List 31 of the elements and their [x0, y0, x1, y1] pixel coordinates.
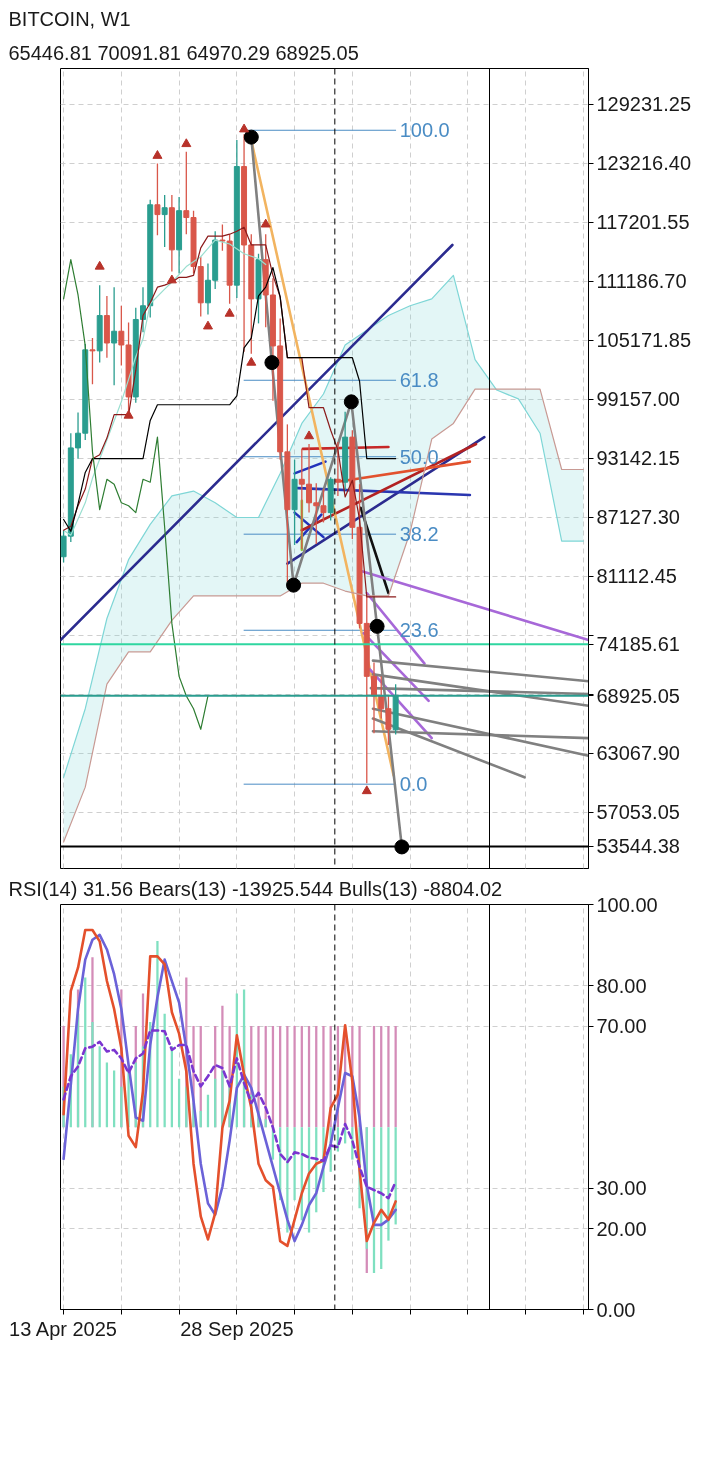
y-tick-label: 57053.05 — [596, 801, 680, 824]
y-tick-label: 80.00 — [596, 974, 647, 997]
chart-title: BITCOIN, W1 — [8, 7, 131, 30]
series-label: 50.0 — [399, 445, 439, 468]
y-tick-label: 30.00 — [596, 1177, 647, 1199]
y-tick-label: 93142.15 — [596, 447, 680, 470]
y-tick-label: 105171.85 — [596, 329, 692, 352]
y-tick-label: 129231.25 — [596, 93, 692, 116]
y-tick-label: 70.00 — [596, 1015, 647, 1037]
y-tick-label: 100.00 — [596, 893, 658, 916]
chart-title: RSI(14) 31.56 Bears(13) -13925.544 Bulls(13) -8804.02 — [8, 877, 503, 900]
y-tick-label: 117201.55 — [596, 211, 690, 234]
y-tick-label: 81112.45 — [596, 565, 677, 588]
series-label: 38.2 — [399, 523, 439, 546]
ref-line-label: 68925.05 — [596, 684, 680, 707]
series-label: 100.0 — [399, 119, 450, 142]
y-tick-label: 0.00 — [596, 1298, 636, 1321]
x-tick-label: 28 Sep 2025 — [180, 1317, 294, 1340]
series-label: 23.6 — [399, 619, 439, 642]
y-tick-label: 20.00 — [596, 1217, 647, 1240]
series-label: 61.8 — [399, 369, 439, 392]
y-tick-label: 99157.00 — [596, 388, 680, 411]
y-tick-label: 111186.70 — [596, 270, 687, 293]
y-tick-label: 87127.30 — [596, 506, 680, 529]
ref-line-label: 74185.61 — [596, 633, 680, 656]
x-tick-label: 13 Apr 2025 — [9, 1317, 117, 1340]
chart-subtitle: 65446.81 70091.81 64970.29 68925.05 — [8, 41, 359, 64]
y-tick-label: 63067.90 — [596, 742, 680, 765]
ref-line-label: 53544.38 — [596, 835, 680, 858]
series-label: 0.0 — [399, 773, 428, 796]
y-tick-label: 123216.40 — [596, 152, 692, 175]
